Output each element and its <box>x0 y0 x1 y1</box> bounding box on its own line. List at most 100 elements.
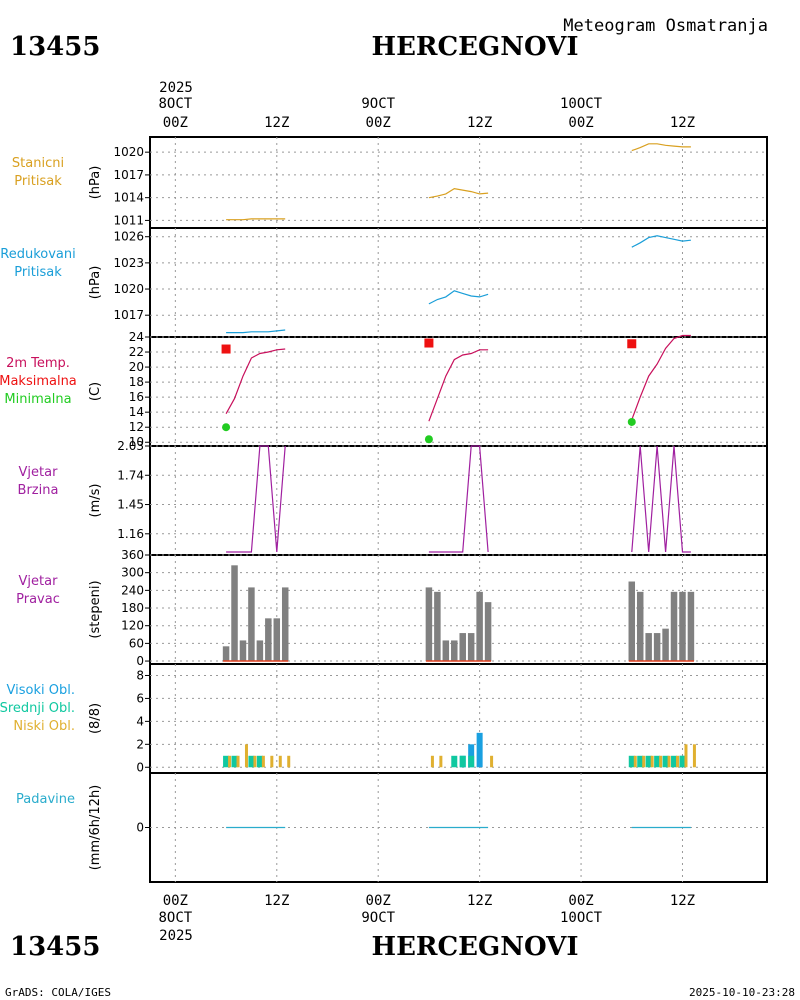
cloud-bar-srednji-obl- <box>248 755 255 768</box>
bottom-hour-label: 00Z <box>568 893 593 909</box>
cloud-bar-niski-obl- <box>278 755 282 768</box>
y-tick-label: 10 <box>129 435 144 449</box>
top-time-axis: 8OCT 00Z 12Z 9OCT 00Z 12Z 10OCT 00Z 12Z <box>158 96 695 131</box>
y-tick-label: 1020 <box>113 145 144 159</box>
y-tick-label: 14 <box>129 405 144 419</box>
series-line-10OCT <box>631 445 691 553</box>
wind-direction-bar <box>425 587 433 662</box>
panel-label: Niski Obl. <box>13 719 75 734</box>
wind-direction-bar <box>434 591 441 662</box>
y-tick-label: 1.74 <box>117 468 144 482</box>
panel-label: Vjetar <box>19 465 59 480</box>
cloud-bar-niski-obl- <box>430 755 434 768</box>
y-axis-label: (hPa) <box>88 166 103 200</box>
cloud-bar-niski-obl- <box>659 755 663 768</box>
panel-clouds: 0 2 4 6 8 (8/8) Visoki Obl. Srednji Obl. Niski O… <box>0 663 768 774</box>
wind-direction-bar <box>467 633 475 662</box>
footer-timestamp: 2025-10-10-23:28 <box>689 986 795 999</box>
cloud-bar-srednji-obl- <box>256 755 263 768</box>
bottom-hour-label: 12Z <box>264 893 289 909</box>
top-hour-label: 12Z <box>670 115 695 131</box>
top-date-label: 10OCT <box>560 96 603 112</box>
y-tick-label: 360 <box>121 548 144 562</box>
wind-direction-bar <box>636 591 644 662</box>
series-line-10OCT <box>631 143 691 152</box>
meteogram-title: Meteogram Osmatranja <box>563 16 768 36</box>
y-tick-label: 1.16 <box>117 527 144 541</box>
top-hour-label: 00Z <box>366 115 391 131</box>
wind-direction-bar <box>239 640 247 662</box>
cloud-bar-srednji-obl- <box>451 755 458 768</box>
series-line-8OCT <box>225 348 286 414</box>
panel-frame <box>149 227 768 338</box>
cloud-bar-srednji-obl- <box>662 755 669 768</box>
wind-direction-bar <box>459 633 466 662</box>
wind-direction-bar <box>645 633 652 662</box>
cloud-bar-niski-obl- <box>684 744 688 768</box>
cloud-bar-srednji-obl- <box>679 755 686 768</box>
y-axis-label: (8/8) <box>88 703 103 734</box>
panel-pressure_station: 1011 1014 1017 1020 (hPa) Stanicni Pritisak <box>12 136 768 229</box>
series-line-10OCT <box>631 334 691 420</box>
series-line-9OCT <box>428 187 489 199</box>
bottom-year-label: 2025 <box>159 928 193 944</box>
y-tick-label: 0 <box>136 760 144 774</box>
y-tick-label: 6 <box>136 691 144 705</box>
panels: 1011101410171020(hPa)StanicniPritisak101… <box>0 136 768 883</box>
y-tick-label: 2 <box>136 737 144 751</box>
cloud-bar-niski-obl- <box>244 744 248 768</box>
cloud-bar-visoki-obl- <box>476 732 483 768</box>
panel-label: Maksimalna <box>0 374 77 389</box>
wind-direction-bar <box>653 633 661 662</box>
panel-label: 2m Temp. <box>6 356 70 371</box>
y-tick-label: 18 <box>129 375 144 389</box>
series-line-9OCT <box>428 349 489 422</box>
top-hour-label: 00Z <box>568 115 593 131</box>
y-tick-label: 1023 <box>113 256 144 270</box>
tmax-marker <box>221 344 231 354</box>
cloud-bar-niski-obl- <box>490 755 494 768</box>
y-tick-label: 16 <box>129 390 144 404</box>
y-tick-label: 20 <box>129 360 144 374</box>
bottom-date-label: 8OCT <box>158 910 192 926</box>
y-tick-label: 1020 <box>113 282 144 296</box>
station-name-bottom: HERCEGNOVI <box>372 932 579 962</box>
cloud-bar-srednji-obl- <box>654 755 661 768</box>
cloud-bar-niski-obl- <box>270 755 274 768</box>
tmin-marker <box>627 417 636 426</box>
cloud-bar-niski-obl- <box>261 755 265 768</box>
cloud-bar-niski-obl- <box>692 744 696 768</box>
bottom-hour-label: 00Z <box>366 893 391 909</box>
wind-direction-bar <box>442 640 450 662</box>
bottom-hour-label: 12Z <box>670 893 695 909</box>
wind-direction-bar <box>273 618 281 662</box>
panel-label: Visoki Obl. <box>7 683 75 698</box>
series-line-8OCT <box>226 329 286 334</box>
wind-direction-bar <box>451 640 458 662</box>
bottom-date-label: 9OCT <box>361 910 395 926</box>
cloud-bar-niski-obl- <box>650 755 654 768</box>
wind-direction-bar <box>476 591 483 662</box>
station-id-bottom: 13455 <box>10 932 100 962</box>
wind-direction-bar <box>662 628 669 662</box>
series-line-8OCT <box>226 218 286 221</box>
panel-frame <box>149 336 768 447</box>
cloud-bar-srednji-obl- <box>223 755 230 768</box>
wind-direction-bar <box>670 591 678 662</box>
y-tick-label: 12 <box>129 420 144 434</box>
y-axis-label: (m/s) <box>88 484 103 518</box>
y-tick-label: 1017 <box>113 308 144 322</box>
cloud-bar-niski-obl- <box>642 755 646 768</box>
series-line-9OCT <box>428 445 489 553</box>
cloud-bar-srednji-obl- <box>468 755 475 768</box>
cloud-bar-niski-obl- <box>633 755 637 768</box>
cloud-bar-srednji-obl- <box>459 755 466 768</box>
tmax-marker <box>424 338 434 348</box>
cloud-bar-niski-obl- <box>287 755 291 768</box>
y-tick-label: 0 <box>136 821 144 835</box>
y-tick-label: 1.45 <box>117 498 144 512</box>
cloud-bar-niski-obl- <box>236 755 240 768</box>
y-tick-label: 24 <box>129 330 144 344</box>
